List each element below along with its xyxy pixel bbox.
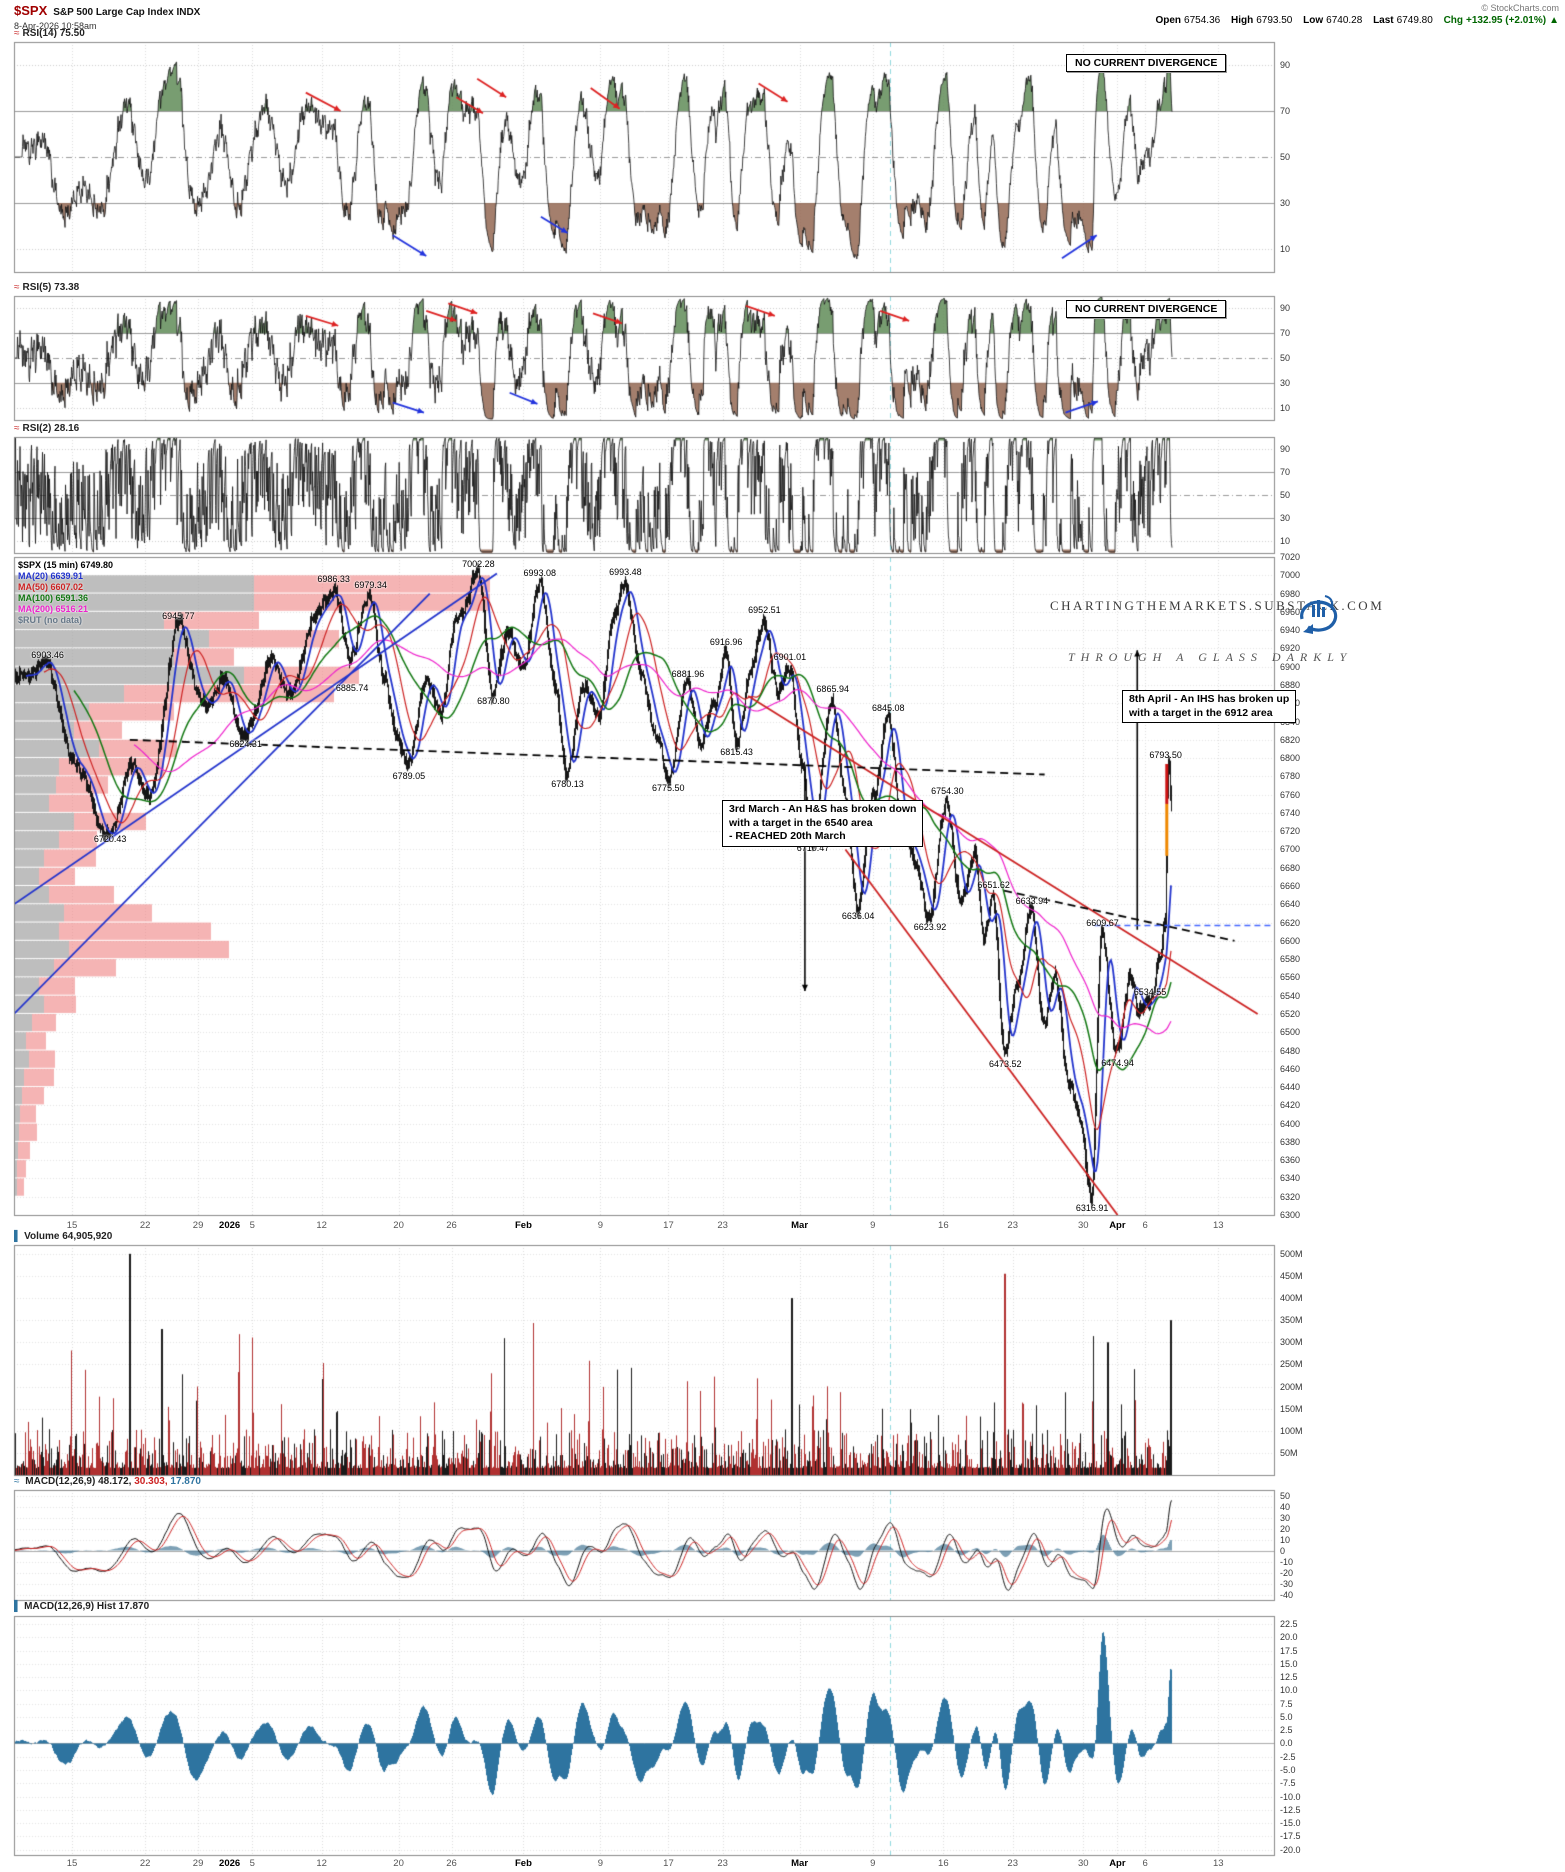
rsi2-title-text: RSI(2) 28.16 [22, 423, 80, 434]
rsi14-title: ≈ RSI(14) 75.50 [14, 28, 85, 39]
quote-chg-value: +132.95 (+2.01%) [1466, 15, 1547, 26]
volume-icon: ▌ [14, 1231, 22, 1242]
quote-open-label: Open [1155, 15, 1182, 26]
ihs-annotation-box: 8th April - An IHS has broken up with a … [1122, 690, 1297, 724]
chart-datetime: 8-Apr-2026 10:58am [14, 21, 97, 31]
macd-name: MACD(12,26,9) [25, 1476, 96, 1487]
rsi5-icon: ≈ [14, 282, 20, 293]
quote-low-label: Low [1303, 15, 1324, 26]
rsi2-title: ≈ RSI(2) 28.16 [14, 423, 79, 434]
up-arrow-icon: ▲ [1549, 15, 1559, 26]
hs-annotation-line2: with a target in the 6540 area [729, 816, 873, 829]
rsi5-title-text: RSI(5) 73.38 [22, 282, 80, 293]
macd-value: 48.172, [98, 1476, 132, 1487]
ihs-annotation-line2: with a target in the 6912 area [1129, 706, 1273, 719]
quote-last-value: 6749.80 [1396, 15, 1433, 26]
rsi14-title-text: RSI(14) 75.50 [22, 28, 85, 39]
rsi5-title: ≈ RSI(5) 73.38 [14, 282, 79, 293]
quote-last-label: Last [1373, 15, 1394, 26]
quote-chg-label: Chg [1443, 15, 1464, 26]
quote-low-value: 6740.28 [1326, 15, 1363, 26]
header-left: $SPX S&P 500 Large Cap Index INDX 8-Apr-2… [14, 2, 200, 31]
hs-annotation-box: 3rd March - An H&S has broken down with … [722, 800, 924, 847]
macd-hist-title: ▌ MACD(12,26,9) Hist 17.870 [14, 1601, 149, 1612]
stockcharts-credit: © StockCharts.com [1481, 3, 1559, 13]
macd-hist-title-text: MACD(12,26,9) Hist 17.870 [24, 1601, 150, 1612]
rsi2-icon: ≈ [14, 423, 20, 434]
hs-annotation-line1: 3rd March - An H&S has broken down [729, 803, 917, 815]
index-name: S&P 500 Large Cap Index INDX [53, 7, 201, 18]
quote-high-label: High [1230, 15, 1254, 26]
ihs-annotation-line1: 8th April - An IHS has broken up [1129, 693, 1290, 705]
quote-open-value: 6754.36 [1184, 15, 1221, 26]
macd-signal-value: 30.303, [134, 1476, 168, 1487]
macd-icon: ≈ [14, 1476, 20, 1487]
substack-watermark: CHARTINGTHEMARKETS.SUBSTACK.COM [1050, 598, 1385, 613]
rsi5-divergence-badge: NO CURRENT DIVERGENCE [1066, 300, 1227, 318]
quote-line: Open 6754.36 High 6793.50 Low 6740.28 Last 6… [1147, 15, 1559, 26]
volume-title: ▌ Volume 64,905,920 [14, 1231, 112, 1242]
rsi14-divergence-badge: NO CURRENT DIVERGENCE [1066, 54, 1227, 72]
hs-annotation-line3: - REACHED 20th March [729, 830, 846, 843]
chart-header: $SPX S&P 500 Large Cap Index INDX 8-Apr-2… [0, 0, 1565, 31]
tagline-watermark: THROUGH A GLASS DARKLY [1068, 650, 1353, 664]
quote-high-value: 6793.50 [1256, 15, 1293, 26]
chartingthemarkets-logo [1300, 595, 1338, 634]
macd-title: ≈ MACD(12,26,9) 48.172, 30.303, 17.870 [14, 1476, 201, 1487]
symbol-ticker: $SPX [14, 3, 48, 18]
rsi14-icon: ≈ [14, 28, 20, 39]
macd-hist-icon: ▌ [14, 1601, 22, 1612]
volume-title-text: Volume 64,905,920 [24, 1231, 113, 1242]
macd-hist-value: 17.870 [170, 1476, 201, 1487]
